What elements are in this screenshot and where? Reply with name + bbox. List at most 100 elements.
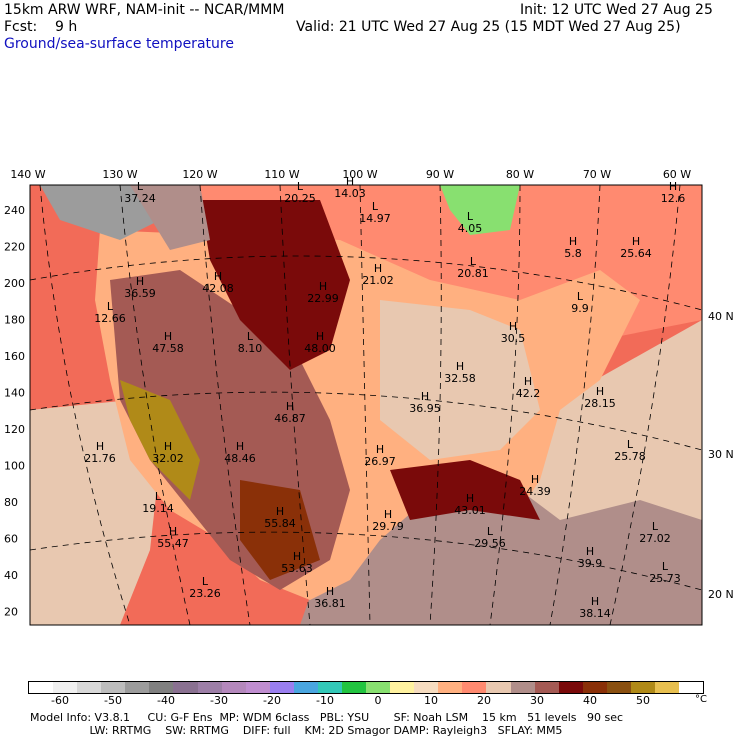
longitude-label: 80 W bbox=[506, 168, 534, 181]
color-swatch bbox=[53, 682, 78, 693]
y-grid-tick: 160 bbox=[4, 350, 25, 363]
extremum-marker: L bbox=[470, 255, 477, 268]
color-swatch bbox=[342, 682, 367, 693]
extremum-marker: H bbox=[524, 375, 532, 388]
color-swatch bbox=[317, 682, 343, 693]
extremum-marker: H bbox=[632, 235, 640, 248]
extremum-marker: H bbox=[374, 262, 382, 275]
extremum-marker: H bbox=[586, 545, 594, 558]
latitude-label: 20 N bbox=[708, 588, 734, 601]
y-grid-tick: 40 bbox=[4, 569, 18, 582]
extremum-value: 12.66 bbox=[94, 312, 126, 325]
color-swatch bbox=[293, 682, 318, 693]
color-scale-tick: -10 bbox=[316, 694, 334, 707]
extremum-marker: H bbox=[164, 440, 172, 453]
extremum-marker: L bbox=[247, 330, 254, 343]
extremum-value: 38.14 bbox=[579, 607, 611, 620]
extremum-value: 9.9 bbox=[571, 302, 589, 315]
extremum-value: 14.03 bbox=[334, 187, 366, 200]
extremum-value: 36.95 bbox=[409, 402, 441, 415]
extremum-value: 37.24 bbox=[124, 192, 156, 205]
extremum-marker: H bbox=[569, 235, 577, 248]
color-swatch bbox=[125, 682, 150, 693]
model-info-line2: LW: RRTMG SW: RRTMG DIFF: full KM: 2D Sm… bbox=[30, 724, 563, 737]
color-scale-tick: -60 bbox=[51, 694, 69, 707]
extremum-marker: H bbox=[384, 508, 392, 521]
extremum-value: 22.99 bbox=[307, 292, 339, 305]
color-scale-tick: 50 bbox=[636, 694, 650, 707]
color-swatch bbox=[269, 682, 294, 693]
latitude-label: 40 N bbox=[708, 310, 734, 323]
extremum-marker: H bbox=[316, 330, 324, 343]
forecast-hour: Fcst: 9 h bbox=[4, 19, 78, 35]
color-swatch bbox=[221, 682, 246, 693]
extremum-marker: H bbox=[591, 595, 599, 608]
valid-time: Valid: 21 UTC Wed 27 Aug 25 (15 MDT Wed … bbox=[296, 19, 681, 35]
color-swatch bbox=[462, 682, 487, 693]
y-grid-tick: 200 bbox=[4, 277, 25, 290]
extremum-value: 14.97 bbox=[359, 212, 391, 225]
color-swatch bbox=[655, 682, 680, 693]
extremum-value: 12.6 bbox=[661, 192, 686, 205]
color-swatch bbox=[414, 682, 439, 693]
extremum-value: 55.84 bbox=[264, 517, 296, 530]
extremum-marker: L bbox=[202, 575, 209, 588]
extremum-marker: L bbox=[662, 560, 669, 573]
temperature-map: 140 W 130 W 120 W 110 W 100 W 90 W 80 W 70 W 60 … bbox=[0, 160, 740, 630]
color-swatch bbox=[606, 682, 631, 693]
color-scale-tick: -40 bbox=[157, 694, 175, 707]
extremum-value: 25.64 bbox=[620, 247, 652, 260]
color-scale-tick: 10 bbox=[424, 694, 438, 707]
y-grid-tick: 140 bbox=[4, 387, 25, 400]
y-grid-tick: 80 bbox=[4, 496, 18, 509]
extremum-value: 24.39 bbox=[519, 485, 551, 498]
extremum-marker: H bbox=[319, 280, 327, 293]
extremum-value: 39.9 bbox=[578, 557, 603, 570]
extremum-value: 21.02 bbox=[362, 274, 394, 287]
color-scale-tick: -30 bbox=[210, 694, 228, 707]
color-scale-tick: -20 bbox=[263, 694, 281, 707]
extremum-marker: H bbox=[421, 390, 429, 403]
color-swatch bbox=[29, 682, 54, 693]
extremum-marker: L bbox=[137, 180, 144, 193]
extremum-marker: L bbox=[577, 290, 584, 303]
extremum-marker: H bbox=[509, 320, 517, 333]
extremum-value: 28.15 bbox=[584, 397, 616, 410]
extremum-marker: H bbox=[596, 385, 604, 398]
color-scale-bar bbox=[28, 681, 704, 694]
field-name: Ground/sea-surface temperature bbox=[4, 36, 234, 52]
extremum-value: 42.2 bbox=[516, 387, 541, 400]
color-swatch bbox=[245, 682, 270, 693]
extremum-marker: H bbox=[136, 275, 144, 288]
extremum-value: 4.05 bbox=[458, 222, 483, 235]
extremum-marker: H bbox=[293, 550, 301, 563]
y-grid-tick: 220 bbox=[4, 241, 25, 254]
extremum-marker: H bbox=[346, 175, 354, 188]
extremum-value: 36.59 bbox=[124, 287, 156, 300]
longitude-label: 90 W bbox=[426, 168, 454, 181]
extremum-marker: H bbox=[276, 505, 284, 518]
extremum-value: 29.56 bbox=[474, 537, 506, 550]
longitude-label: 140 W bbox=[10, 168, 45, 181]
extremum-marker: L bbox=[297, 180, 304, 193]
color-swatch bbox=[77, 682, 102, 693]
extremum-value: 42.08 bbox=[202, 282, 234, 295]
color-scale-tick: -50 bbox=[104, 694, 122, 707]
color-swatch bbox=[534, 682, 559, 693]
color-swatch bbox=[582, 682, 607, 693]
color-swatch bbox=[101, 682, 126, 693]
extremum-marker: L bbox=[107, 300, 114, 313]
model-title: 15km ARW WRF, NAM-init -- NCAR/MMM bbox=[4, 2, 285, 18]
color-swatch bbox=[438, 682, 463, 693]
extremum-value: 8.10 bbox=[238, 342, 263, 355]
extremum-marker: H bbox=[531, 473, 539, 486]
extremum-marker: H bbox=[669, 180, 677, 193]
color-swatch bbox=[630, 682, 656, 693]
latitude-label: 30 N bbox=[708, 448, 734, 461]
y-grid-tick: 240 bbox=[4, 204, 25, 217]
extremum-value: 26.97 bbox=[364, 455, 396, 468]
longitude-label: 130 W bbox=[102, 168, 137, 181]
extremum-marker: L bbox=[652, 520, 659, 533]
extremum-value: 19.14 bbox=[142, 502, 174, 515]
extremum-value: 23.26 bbox=[189, 587, 221, 600]
